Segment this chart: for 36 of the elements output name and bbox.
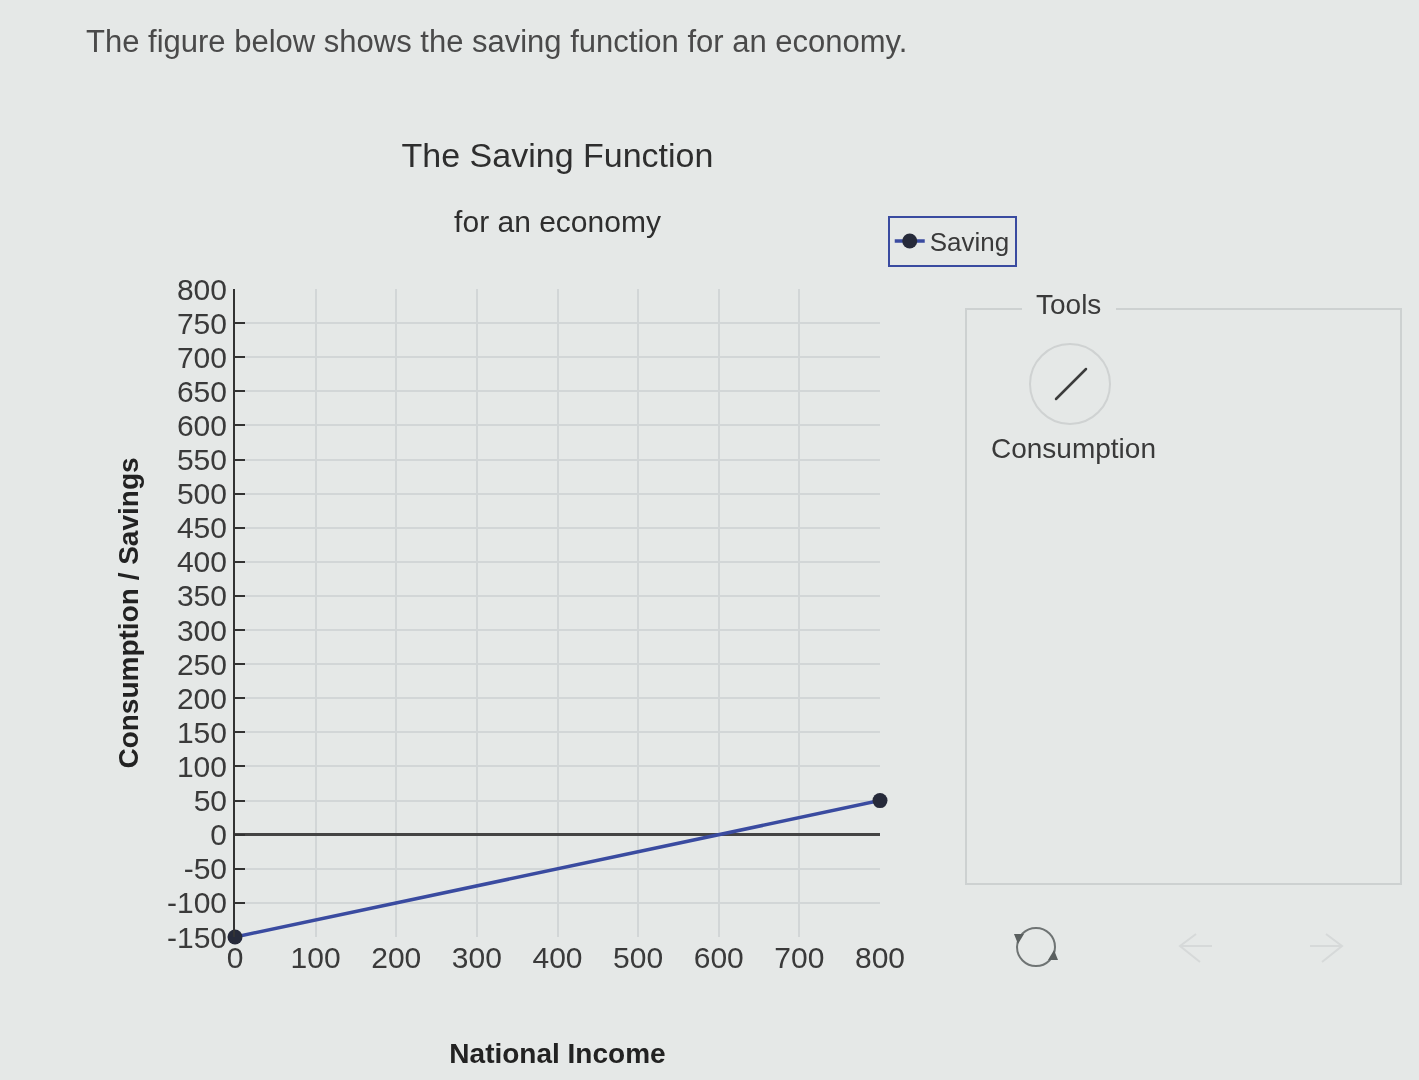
y-tick-label: 50 <box>193 784 227 818</box>
x-tick-label: 300 <box>451 941 502 974</box>
y-tick-label: -100 <box>166 886 227 920</box>
y-tick-label: 200 <box>176 681 227 715</box>
y-tick-label: 250 <box>176 647 227 681</box>
y-tick-label: 300 <box>176 613 227 647</box>
y-tick-label: 150 <box>176 715 227 749</box>
y-tick-label: 800 <box>176 272 227 306</box>
y-tick-label: 750 <box>176 306 227 340</box>
y-tick-label: 500 <box>176 477 227 511</box>
y-tick-label: 700 <box>176 340 227 374</box>
y-tick-label: -150 <box>166 920 227 954</box>
chart-title: The Saving Function <box>401 135 714 174</box>
text: Tools <box>1036 289 1102 320</box>
y-tick-label: 600 <box>176 408 227 442</box>
y-tick-label: 350 <box>176 579 227 613</box>
y-tick-label: 450 <box>176 511 227 545</box>
x-tick-label: 700 <box>774 941 825 974</box>
text: Consumption <box>991 433 1156 464</box>
x-tick-label: 400 <box>532 941 583 974</box>
text: The figure below shows the saving function for an economy. <box>86 24 908 59</box>
x-axis-title: National Income <box>449 1038 666 1070</box>
y-tick-label: 550 <box>176 443 227 477</box>
x-tick-label: 800 <box>854 941 906 974</box>
chart-subtitle: for an economy <box>454 205 661 239</box>
y-tick-label: -50 <box>183 852 227 886</box>
legend-label: Saving <box>929 227 1010 258</box>
y-tick-label: 0 <box>210 818 227 852</box>
x-tick-label: 200 <box>371 941 422 974</box>
y-axis-title: Consumption / Savings <box>113 457 145 769</box>
x-tick-label: 100 <box>290 941 341 974</box>
x-tick-label: 600 <box>693 941 744 974</box>
x-tick-label: 500 <box>613 941 664 974</box>
y-tick-label: 100 <box>176 749 227 783</box>
y-tick-label: 650 <box>176 374 227 408</box>
y-tick-label: 400 <box>176 545 227 579</box>
